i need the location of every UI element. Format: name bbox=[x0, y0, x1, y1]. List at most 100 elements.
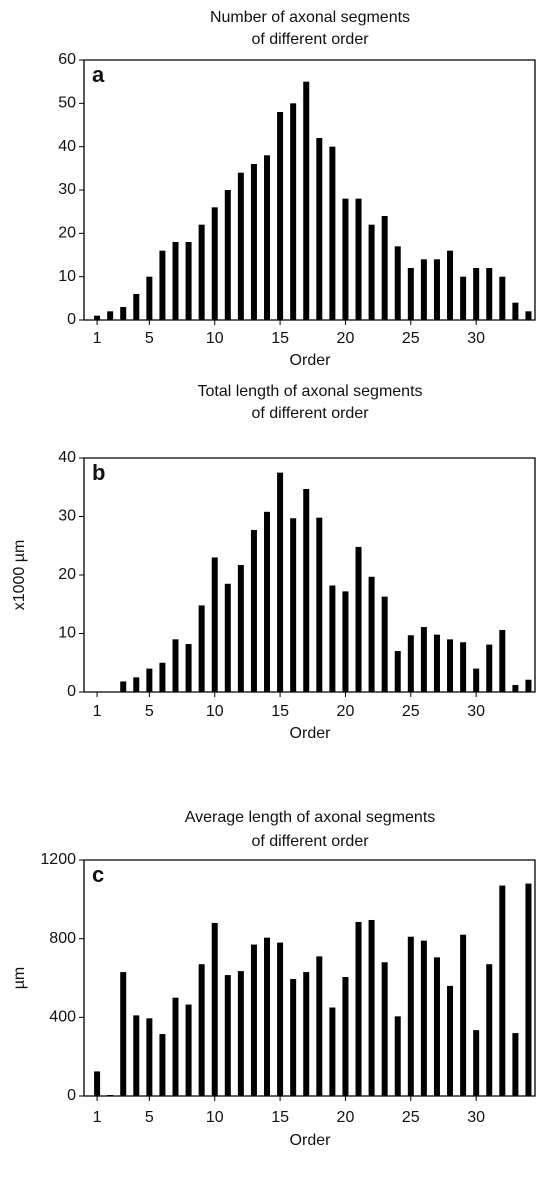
bar bbox=[159, 1034, 166, 1096]
panel-label: a bbox=[92, 62, 105, 87]
bar bbox=[355, 546, 362, 692]
bar bbox=[277, 472, 284, 692]
y-tick-label: 30 bbox=[58, 181, 76, 198]
y-tick-label: 0 bbox=[67, 1087, 76, 1104]
y-tick-label: 50 bbox=[58, 95, 76, 112]
bar bbox=[381, 216, 388, 320]
bar bbox=[342, 198, 349, 320]
bar bbox=[185, 644, 192, 692]
bar bbox=[342, 977, 349, 1096]
panel-label: c bbox=[92, 862, 104, 887]
bar bbox=[368, 919, 375, 1096]
bar bbox=[433, 634, 440, 692]
y-tick-label: 20 bbox=[58, 566, 76, 583]
bar bbox=[381, 962, 388, 1096]
x-tick-label: 5 bbox=[145, 703, 154, 720]
bar bbox=[146, 276, 153, 320]
bar bbox=[224, 583, 231, 692]
bar bbox=[133, 1015, 140, 1096]
bar bbox=[264, 155, 271, 320]
bar bbox=[250, 164, 257, 320]
bar bbox=[172, 242, 179, 320]
x-tick-label: 10 bbox=[206, 330, 224, 347]
bar bbox=[329, 585, 336, 692]
bar bbox=[185, 242, 192, 320]
y-tick-label: 10 bbox=[58, 625, 76, 642]
bar bbox=[277, 112, 284, 320]
chart-title: of different order bbox=[251, 833, 369, 850]
bar bbox=[211, 207, 218, 320]
bar bbox=[499, 276, 506, 320]
bar bbox=[237, 971, 244, 1096]
bar bbox=[447, 639, 454, 692]
bar bbox=[120, 307, 127, 320]
x-tick-label: 1 bbox=[93, 330, 102, 347]
bar bbox=[460, 934, 467, 1096]
bar bbox=[133, 294, 140, 320]
bar bbox=[94, 315, 101, 320]
bar bbox=[250, 529, 257, 692]
bar bbox=[146, 668, 153, 692]
x-tick-label: 20 bbox=[337, 330, 355, 347]
bar bbox=[146, 1018, 153, 1096]
bar bbox=[525, 679, 532, 692]
x-tick-label: 5 bbox=[145, 330, 154, 347]
x-tick-label: 30 bbox=[467, 330, 485, 347]
x-tick-label: 15 bbox=[271, 1109, 289, 1126]
x-tick-label: 30 bbox=[467, 1109, 485, 1126]
bar bbox=[525, 311, 532, 320]
bar bbox=[107, 311, 114, 320]
bar bbox=[264, 937, 271, 1096]
bar bbox=[381, 596, 388, 692]
bar bbox=[420, 259, 427, 320]
bar bbox=[473, 268, 480, 320]
bar bbox=[237, 172, 244, 320]
bar bbox=[368, 576, 375, 692]
x-tick-label: 15 bbox=[271, 703, 289, 720]
bar bbox=[460, 642, 467, 692]
y-tick-label: 20 bbox=[58, 225, 76, 242]
bar bbox=[499, 885, 506, 1096]
bar bbox=[433, 259, 440, 320]
bar bbox=[394, 246, 401, 320]
x-tick-label: 10 bbox=[206, 1109, 224, 1126]
bar bbox=[133, 677, 140, 692]
y-axis-label: µm bbox=[11, 967, 28, 990]
bar bbox=[277, 942, 284, 1096]
bar bbox=[290, 103, 297, 320]
bar bbox=[303, 81, 310, 321]
x-tick-label: 30 bbox=[467, 703, 485, 720]
y-tick-label: 30 bbox=[58, 508, 76, 525]
bar bbox=[525, 883, 532, 1096]
bar bbox=[172, 997, 179, 1096]
x-axis-label: Order bbox=[290, 352, 332, 369]
bar bbox=[159, 250, 166, 320]
x-tick-label: 5 bbox=[145, 1109, 154, 1126]
bar bbox=[447, 985, 454, 1096]
chart-title: Average length of axonal segments bbox=[185, 809, 436, 826]
bar bbox=[512, 1033, 519, 1096]
x-axis-label: Order bbox=[290, 725, 332, 742]
bar bbox=[329, 146, 336, 320]
bar bbox=[486, 644, 493, 692]
bar bbox=[172, 639, 179, 692]
bar bbox=[303, 972, 310, 1096]
bar bbox=[159, 662, 166, 692]
chart-title: of different order bbox=[251, 31, 369, 48]
bar bbox=[460, 276, 467, 320]
x-tick-label: 1 bbox=[93, 703, 102, 720]
x-tick-label: 10 bbox=[206, 703, 224, 720]
y-tick-label: 40 bbox=[58, 138, 76, 155]
x-tick-label: 25 bbox=[402, 330, 420, 347]
y-tick-label: 0 bbox=[67, 683, 76, 700]
bar bbox=[473, 1030, 480, 1096]
bar bbox=[473, 668, 480, 692]
bar bbox=[355, 198, 362, 320]
bar bbox=[486, 964, 493, 1096]
bar bbox=[185, 1004, 192, 1096]
bar bbox=[407, 635, 414, 692]
y-tick-label: 800 bbox=[49, 930, 76, 947]
bar bbox=[407, 936, 414, 1096]
bar bbox=[420, 627, 427, 692]
bar bbox=[303, 489, 310, 692]
